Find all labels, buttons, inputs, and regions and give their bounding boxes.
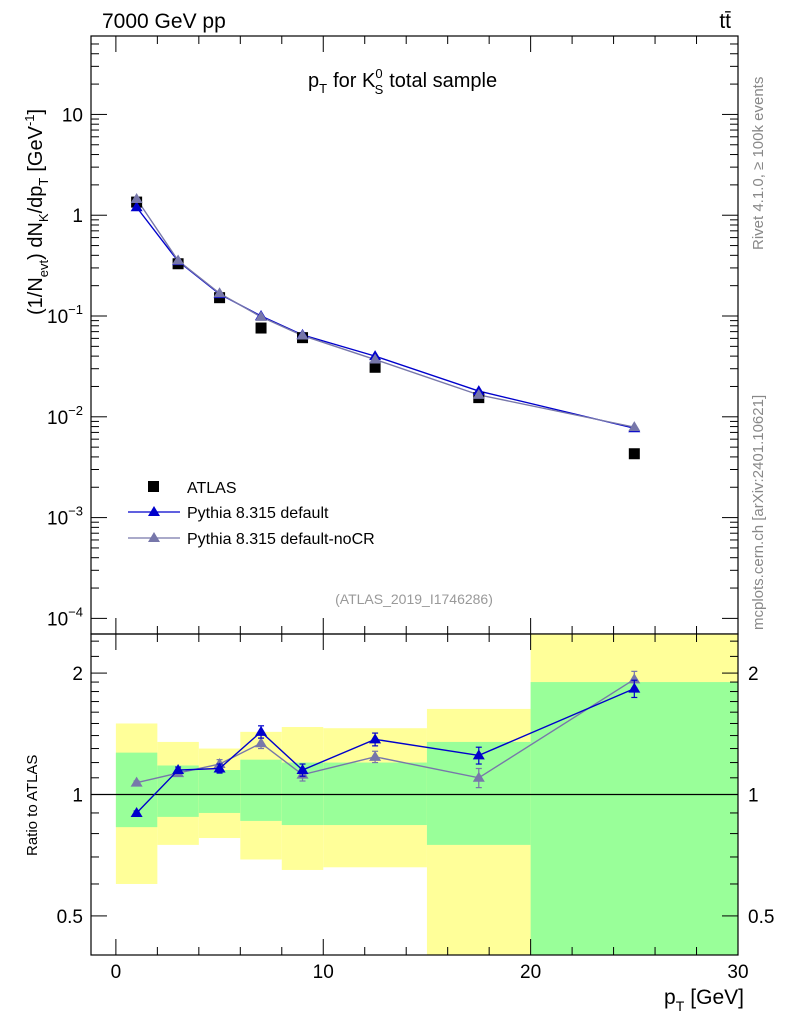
legend-atlas-marker	[148, 481, 159, 492]
ratio-point-default	[369, 733, 382, 744]
main-point-noCR	[130, 192, 143, 203]
ratio-point-default	[628, 682, 641, 693]
x-axis-label: pT [GeV]	[664, 986, 744, 1014]
ratio-panel: 0.5 0.51 12 20 10 20 30 Ratio to ATLAS pT [GeV]	[24, 633, 774, 1014]
legend-default-marker	[148, 506, 160, 516]
main-point-atlas	[628, 448, 640, 460]
ratio-band-inner	[198, 770, 241, 813]
ratio-y-tick-label: 0.5	[57, 907, 83, 928]
ratio-series-line-noCR	[136, 678, 635, 784]
main-y-tick-label: 1	[72, 206, 83, 227]
main-series-line-noCR	[136, 198, 635, 428]
legend: ATLAS Pythia 8.315 default Pythia 8.315 …	[128, 480, 375, 548]
ratio-point-default	[472, 749, 485, 760]
main-point-atlas	[369, 361, 381, 373]
ratio-point-noCR	[130, 776, 143, 787]
main-y-tick-label: 10−2	[47, 403, 83, 429]
header-energy-label: 7000 GeV pp	[102, 10, 226, 33]
ratio-point-default	[213, 762, 226, 773]
ratio-band-inner	[323, 762, 427, 826]
legend-default-label: Pythia 8.315 default	[187, 505, 329, 522]
ratio-point-default	[296, 764, 309, 775]
main-point-noCR	[369, 353, 382, 364]
ratio-point-noCR	[255, 737, 268, 748]
ratio-y-tick-label: 2	[72, 664, 83, 685]
ratio-band-inner	[240, 759, 282, 821]
x-tick-label: 30	[727, 962, 748, 983]
main-point-default	[130, 201, 143, 212]
main-point-atlas	[255, 322, 267, 334]
analysis-id-label: (ATLAS_2019_I1746286)	[335, 591, 493, 607]
rivet-version-label: Rivet 4.1.0, ≥ 100k events	[750, 77, 767, 250]
main-point-noCR	[213, 287, 226, 298]
main-point-noCR	[255, 310, 268, 321]
legend-noCR-marker	[148, 532, 160, 542]
ratio-point-default	[255, 725, 268, 736]
main-y-tick-label: 10−1	[47, 302, 83, 328]
main-point-noCR	[472, 388, 485, 399]
ratio-y-tick-label: 1	[72, 786, 83, 807]
x-tick-label: 10	[313, 962, 334, 983]
header-process-label: tt̄	[719, 10, 731, 33]
mcplots-label: mcplots.cern.ch [arXiv:2401.10621]	[750, 395, 767, 630]
ratio-point-noCR	[472, 771, 485, 782]
ratio-y-tick-label-right: 1	[748, 786, 759, 807]
main-point-noCR	[172, 254, 185, 265]
ratio-ticks: 0.5 0.51 12 20 10 20 30	[57, 634, 774, 983]
main-ticks: 10−4 10−3 10−2 10−1 1 10	[47, 35, 739, 634]
main-y-axis-label: (1/Nevt) dNK/dpT[GeV-1]	[22, 109, 51, 315]
ratio-point-default	[172, 764, 185, 775]
ratio-y-axis-label: Ratio to ATLAS	[24, 755, 41, 856]
x-tick-label: 20	[520, 962, 541, 983]
main-y-tick-label: 10	[62, 105, 83, 126]
main-point-noCR	[296, 329, 309, 340]
main-series-line-default	[136, 206, 635, 429]
ratio-y-tick-label-right: 0.5	[748, 907, 774, 928]
ratio-point-noCR	[369, 750, 382, 761]
main-marks	[130, 192, 641, 460]
ratio-y-tick-label-right: 2	[748, 664, 759, 685]
legend-noCR-label: Pythia 8.315 default-noCR	[187, 531, 375, 548]
ratio-marks	[91, 634, 738, 955]
main-point-noCR	[628, 421, 641, 432]
ratio-band-inner	[530, 682, 738, 955]
main-y-tick-label: 10−4	[47, 604, 83, 630]
main-y-tick-label: 10−3	[47, 504, 83, 530]
x-tick-label: 0	[111, 962, 122, 983]
legend-atlas-label: ATLAS	[187, 480, 237, 497]
ratio-series-line-default	[136, 688, 635, 814]
ratio-point-default	[130, 806, 143, 817]
